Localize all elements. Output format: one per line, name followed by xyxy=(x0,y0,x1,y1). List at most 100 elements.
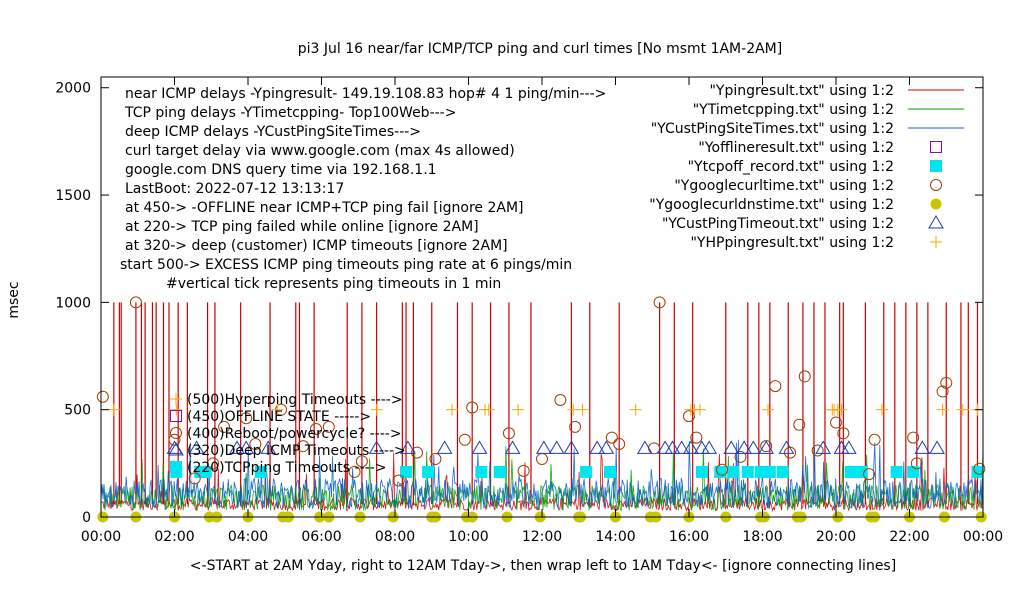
curl-time-point xyxy=(188,472,201,485)
cust-ping-timeout-point xyxy=(399,440,416,454)
annotation-mid-line: (320)Deep ICMP Timeouts ----> xyxy=(187,443,406,459)
offline-point xyxy=(170,410,182,422)
legend-marker xyxy=(930,236,942,248)
cust-ping-timeout-point xyxy=(840,440,857,454)
y-tick-label: 500 xyxy=(64,403,91,419)
y-tick-label: 0 xyxy=(82,510,91,526)
annotations-mid: (500)Hyperping Timeouts ---->(450)OFFLIN… xyxy=(168,392,406,476)
annotation-line: curl target delay via www.google.com (ma… xyxy=(125,143,515,159)
cust-ping-timeout-point xyxy=(664,440,681,454)
legend-marker xyxy=(930,160,942,172)
legend: "Ypingresult.txt" using 1:2 "YTimetcpping… xyxy=(649,83,964,251)
legend-label: "YCustPingSiteTimes.txt" using 1:2 xyxy=(651,121,894,137)
tcp-off-point xyxy=(475,465,488,478)
curl-time-point xyxy=(554,394,567,407)
legend-marker xyxy=(928,215,944,229)
y-tick-label: 1000 xyxy=(55,295,91,311)
tcp-off-point xyxy=(776,465,789,478)
annotation-line: at 450-> -OFFLINE near ICMP+TCP ping fai… xyxy=(125,200,524,216)
cust-ping-timeout-point xyxy=(637,440,653,454)
annotation-line: deep ICMP delays -YCustPingSiteTimes---> xyxy=(125,124,421,140)
curl-time-point xyxy=(683,410,695,423)
curl-time-point xyxy=(769,380,782,393)
annotation-mid-line: (450)OFFLINE STATE -----> xyxy=(187,409,371,425)
hyperping-point xyxy=(694,403,707,416)
x-tick-label: 22:00 xyxy=(889,529,929,545)
x-tick-label: 06:00 xyxy=(301,529,341,545)
cust-ping-timeout-point xyxy=(436,440,453,454)
annotation-mid-line: (220)TCPping Timeouts ----> xyxy=(187,460,386,476)
cust-ping-line xyxy=(100,439,984,510)
curl-time-point xyxy=(940,376,953,389)
cust-ping-timeout-point xyxy=(471,440,488,454)
tcp-off-point xyxy=(971,465,984,478)
legend-label: "Ypingresult.txt" using 1:2 xyxy=(709,83,894,99)
curl-time-point xyxy=(96,390,109,403)
cust-ping-timeout-point xyxy=(778,440,795,454)
x-tick-label: 16:00 xyxy=(669,529,709,545)
tcp-off-point xyxy=(754,465,767,478)
curl-time-point xyxy=(936,385,949,398)
curl-time-point xyxy=(613,438,626,451)
curl-time-point xyxy=(297,440,310,453)
annotation-mid-line: (400)Reboot/powercycle? ----> xyxy=(187,426,402,442)
tcp-off-point xyxy=(254,465,267,478)
hyperping-point xyxy=(835,403,848,416)
curl-time-point xyxy=(466,401,479,414)
x-tick-label: 08:00 xyxy=(375,529,415,545)
curl-time-point xyxy=(322,420,335,433)
cust-ping-timeout-point xyxy=(815,440,832,454)
hyperping-point xyxy=(445,403,458,416)
x-tick-label: 04:00 xyxy=(228,529,268,545)
hyperping-point xyxy=(512,403,525,416)
tcp-off-point xyxy=(714,465,727,478)
y-tick-label: 2000 xyxy=(55,81,91,97)
tcp-off-point xyxy=(844,465,857,478)
tcp-off-point xyxy=(170,461,182,473)
hyperping-point xyxy=(482,403,495,416)
tcp-off-point xyxy=(890,465,903,478)
cust-ping-timeout-point xyxy=(188,440,205,454)
annotation-line: start 500-> EXCESS ICMP ping timeouts pi… xyxy=(120,257,572,273)
cust-ping-timeout-point xyxy=(758,440,775,454)
tcp-off-point xyxy=(727,465,740,478)
legend-label: "YTimetcpping.txt" using 1:2 xyxy=(693,102,894,118)
chart-title: pi3 Jul 16 near/far ICMP/TCP ping and cu… xyxy=(298,41,782,57)
cust-ping-timeout-point xyxy=(736,440,752,454)
curl-time-point xyxy=(734,450,747,463)
tcp-off-point xyxy=(493,465,506,478)
hyperping-point xyxy=(629,403,642,416)
cust-ping-timeout-point xyxy=(548,440,565,454)
annotation-line: at 320-> deep (customer) ICMP timeouts [… xyxy=(125,238,508,254)
curl-time-point xyxy=(784,446,797,459)
legend-label: "Ygooglecurldnstime.txt" using 1:2 xyxy=(649,197,894,213)
curl-time-point xyxy=(207,457,220,470)
tcp-off-point xyxy=(763,465,776,478)
cust-ping-timeout-point xyxy=(723,440,740,454)
cust-ping-timeout-point xyxy=(682,440,699,454)
curl-time-point xyxy=(569,420,582,433)
curl-time-point xyxy=(517,464,530,477)
tcp-off-point xyxy=(422,465,435,478)
annotation-line: google.com DNS query time via 192.168.1.… xyxy=(125,162,437,178)
curl-time-point xyxy=(348,465,361,478)
hyperping-point xyxy=(936,403,949,416)
x-tick-label: 14:00 xyxy=(595,529,635,545)
cust-ping-timeout-point xyxy=(238,440,255,454)
curl-time-point xyxy=(793,418,806,431)
curl-time-point xyxy=(716,463,729,476)
hyperping-point xyxy=(107,403,120,416)
cust-ping-timeout-point xyxy=(701,440,718,454)
axes-layer: 0 500 1000 1500 2000 00:00 02:00 04:00 06:00 08:0… xyxy=(55,77,1003,545)
x-tick-label: 18:00 xyxy=(742,529,782,545)
cust-ping-timeout-point xyxy=(260,440,277,454)
curl-time-point xyxy=(392,474,405,487)
curl-time-point xyxy=(170,427,182,439)
hyperping-point xyxy=(956,403,969,416)
legend-label: "Yofflineresult.txt" using 1:2 xyxy=(698,140,894,156)
annotation-line: near ICMP delays -Ypingresult- 149.19.10… xyxy=(125,86,606,102)
x-tick-label: 00:00 xyxy=(963,529,1003,545)
curl-time-point xyxy=(429,453,442,466)
hyperping-point xyxy=(875,403,888,416)
curl-time-point xyxy=(690,431,703,444)
